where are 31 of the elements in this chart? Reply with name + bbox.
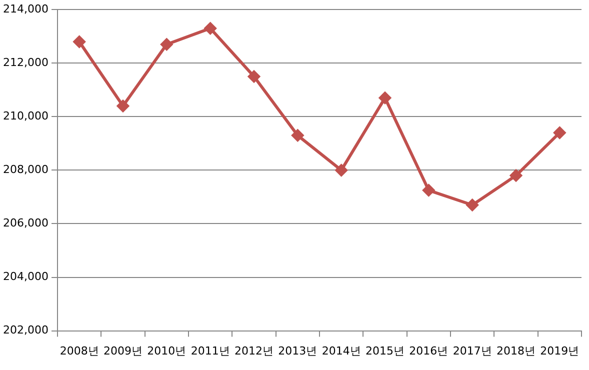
x-tick-label: 2012년	[234, 344, 274, 358]
y-tick-label: 202,000	[2, 324, 48, 337]
point	[554, 126, 566, 139]
point	[510, 170, 522, 182]
y-tick-label: 210,000	[2, 110, 48, 123]
y-tick-label: 208,000	[2, 163, 48, 176]
point	[292, 129, 304, 142]
point	[248, 70, 260, 83]
x-tick-label: 2017년	[452, 344, 492, 358]
point	[204, 22, 216, 34]
x-tick-label: 2011년	[190, 344, 230, 358]
point	[116, 100, 129, 112]
x-tick-label: 2008년	[60, 344, 99, 358]
y-tick-label: 204,000	[2, 270, 48, 284]
point	[160, 38, 173, 50]
x-tick-label: 2013년	[278, 344, 318, 358]
x-tick-label: 2009년	[103, 344, 142, 358]
x-tick-label: 2010년	[147, 344, 186, 358]
y-tick-label: 212,000	[2, 56, 48, 69]
point	[378, 92, 391, 104]
point	[466, 198, 478, 211]
point	[422, 184, 435, 196]
x-tick-label: 2018년	[496, 344, 536, 358]
x-tick-label: 2014년	[322, 344, 361, 358]
point	[335, 164, 348, 176]
point	[73, 36, 86, 48]
y-tick-label: 214,000	[2, 2, 48, 16]
x-tick-label: 2016년	[409, 344, 448, 358]
y-tick-label: 206,000	[2, 216, 48, 230]
x-tick-label: 2019년	[540, 344, 580, 358]
x-tick-label: 2015년	[365, 344, 404, 358]
